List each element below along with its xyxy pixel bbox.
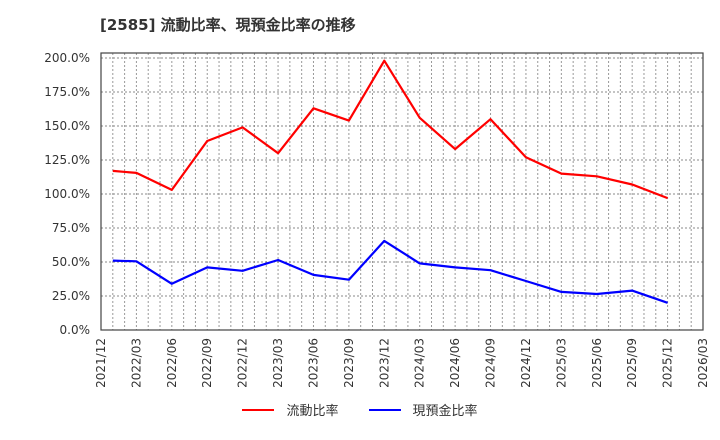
- legend-item-cash-ratio: 現預金比率: [368, 400, 478, 419]
- x-tick-label: 2022/12: [236, 338, 250, 388]
- x-tick-label: 2025/06: [590, 338, 604, 388]
- x-tick-label: 2023/12: [377, 338, 391, 388]
- blue-line-swatch-icon: [368, 408, 401, 411]
- y-tick-label: 75.0%: [52, 221, 90, 235]
- legend: 流動比率 現預金比率: [0, 400, 720, 419]
- x-tick-label: 2024/12: [519, 338, 533, 388]
- plot-frame: [100, 52, 704, 331]
- y-tick-label: 125.0%: [44, 153, 90, 167]
- x-tick-label: 2023/03: [271, 338, 285, 388]
- x-tick-label: 2023/09: [342, 338, 356, 388]
- legend-label: 現預金比率: [412, 404, 478, 419]
- current-ratio-line: [112, 59, 668, 200]
- chart-title: [2585] 流動比率、現預金比率の推移: [100, 16, 356, 34]
- x-tick-label: 2021/12: [94, 338, 108, 388]
- cash-ratio-line: [112, 239, 668, 304]
- y-tick-label: 0.0%: [60, 323, 91, 337]
- x-tick-label: 2022/09: [200, 338, 214, 388]
- x-tick-label: 2024/06: [448, 338, 462, 388]
- x-tick-label: 2024/09: [484, 338, 498, 388]
- x-tick-label: 2024/03: [413, 338, 427, 388]
- x-tick-label: 2025/03: [554, 338, 568, 388]
- x-tick-label: 2023/06: [306, 338, 320, 388]
- y-tick-label: 100.0%: [44, 187, 90, 201]
- red-line-swatch-icon: [242, 408, 275, 411]
- y-tick-label: 150.0%: [44, 119, 90, 133]
- x-tick-label: 2026/03: [696, 338, 710, 388]
- x-tick-label: 2025/12: [661, 338, 675, 388]
- y-tick-label: 25.0%: [52, 289, 90, 303]
- x-tick-label: 2022/06: [165, 338, 179, 388]
- y-tick-label: 50.0%: [52, 255, 90, 269]
- x-tick-label: 2025/09: [625, 338, 639, 388]
- legend-item-current-ratio: 流動比率: [242, 400, 339, 419]
- legend-label: 流動比率: [286, 404, 339, 419]
- x-tick-label: 2022/03: [129, 338, 143, 388]
- y-tick-label: 200.0%: [44, 51, 90, 65]
- y-tick-label: 175.0%: [44, 85, 90, 99]
